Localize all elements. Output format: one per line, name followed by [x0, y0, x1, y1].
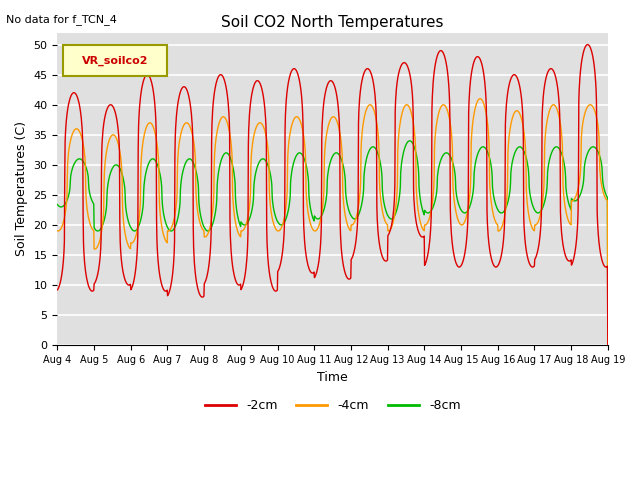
FancyBboxPatch shape — [63, 45, 168, 76]
X-axis label: Time: Time — [317, 371, 348, 384]
Text: VR_soilco2: VR_soilco2 — [82, 56, 148, 66]
Y-axis label: Soil Temperatures (C): Soil Temperatures (C) — [15, 121, 28, 256]
Text: No data for f_TCN_4: No data for f_TCN_4 — [6, 14, 117, 25]
Title: Soil CO2 North Temperatures: Soil CO2 North Temperatures — [221, 15, 444, 30]
Legend: -2cm, -4cm, -8cm: -2cm, -4cm, -8cm — [200, 394, 465, 417]
